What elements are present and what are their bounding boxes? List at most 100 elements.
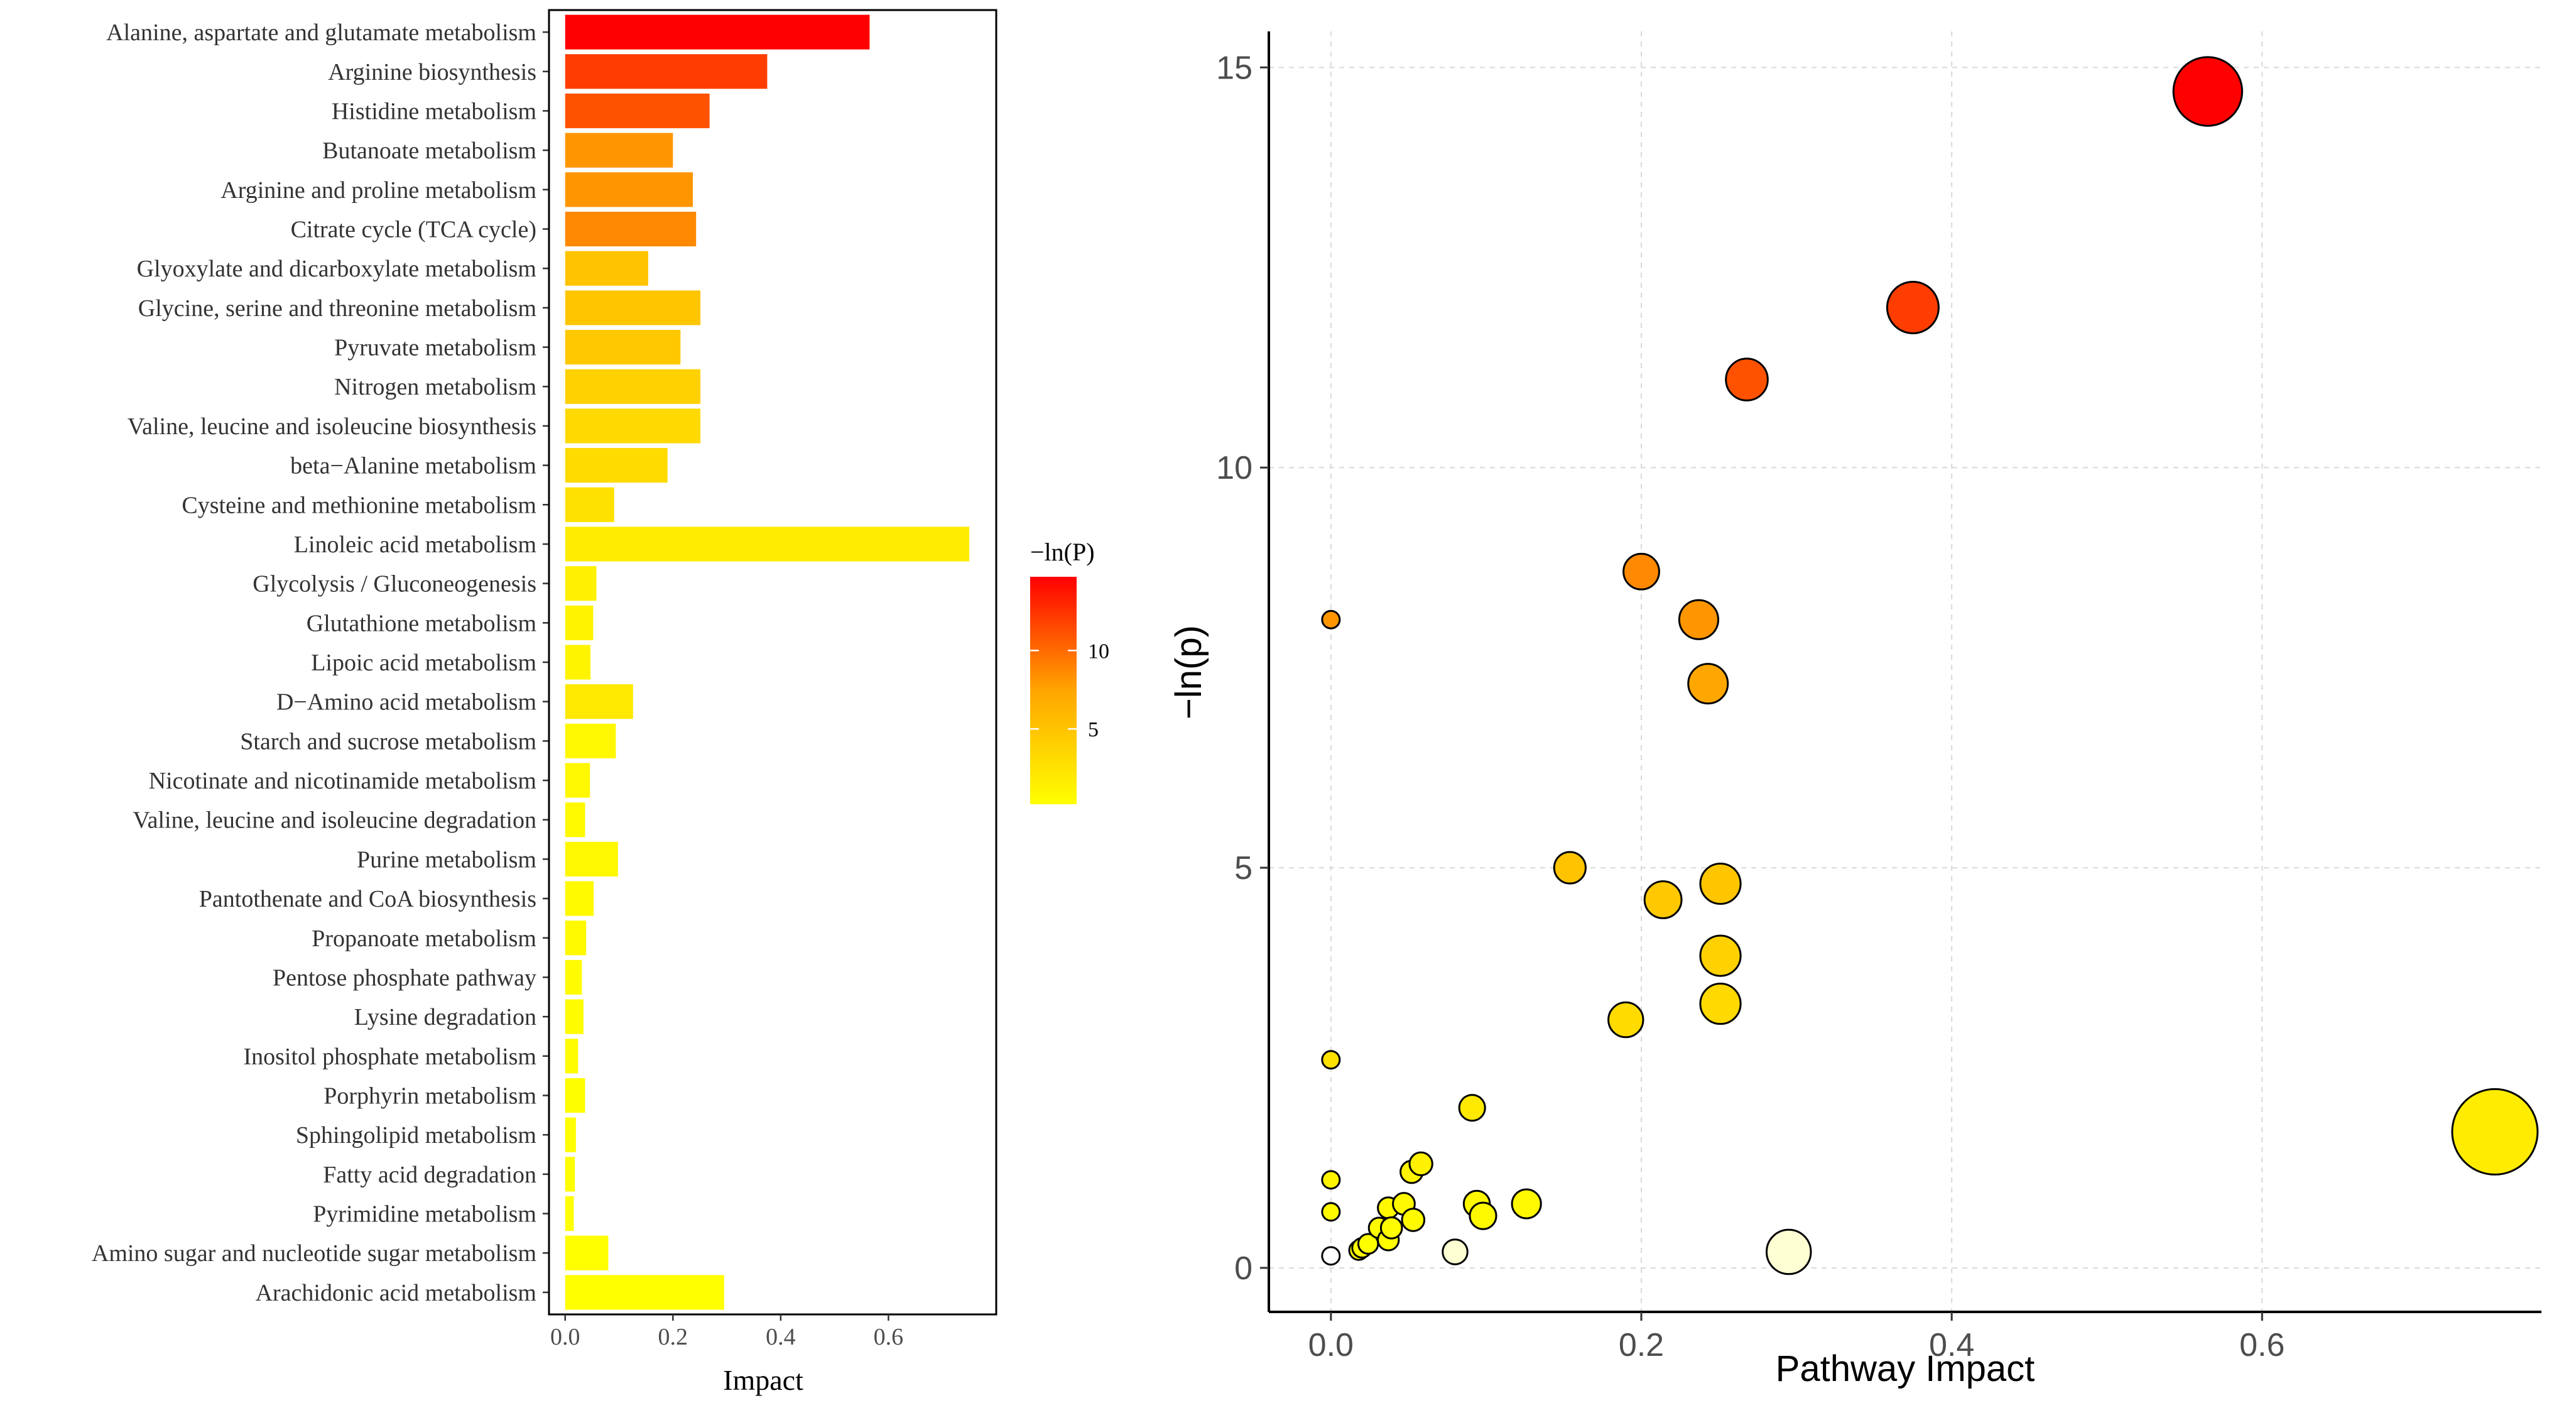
bar-category-label: Lysine degradation [354,1004,536,1030]
pathway-bubble [1401,1208,1426,1232]
bar [565,1078,585,1113]
bar-category-label: Glutathione metabolism [307,610,536,636]
pathway-bubble [1725,358,1769,401]
bar-category-label: Fatty acid degradation [323,1162,536,1188]
bar [565,841,618,876]
bar-category-label: Pantothenate and CoA biosynthesis [199,886,536,912]
impact-bar-chart: Alanine, aspartate and glutamate metabol… [92,9,997,1396]
color-legend: −ln(P) 5 10 [1030,538,1109,804]
bar-category-label: Glycine, serine and threonine metabolism [138,295,536,322]
bar-panel-border [548,9,997,1316]
bar [565,172,693,207]
bar-x-tick-label: 0.2 [658,1324,688,1350]
pathway-bubble [1321,609,1341,630]
scatter-y-axis-title: −ln(p) [1168,625,1209,719]
bar [565,1275,724,1310]
scatter-y-tick-label: 10 [1216,450,1253,486]
bar-category-label: Butanoate metabolism [322,138,536,164]
bar-category-label: Purine metabolism [357,846,536,873]
bar-category-label: Glyoxylate and dicarboxylate metabolism [137,256,536,282]
bar-category-label: Histidine metabolism [332,98,536,124]
bar [565,999,584,1034]
legend-colorbar [1030,577,1077,804]
scatter-x-tick-label: 0.0 [1308,1327,1354,1363]
bar [565,566,597,601]
pathway-bubble [1699,862,1742,905]
bar [565,1039,579,1074]
bar [565,645,591,680]
bar-x-axis-title: Impact [723,1364,803,1396]
pathway-bubble [2172,56,2243,127]
pathway-bubble [1321,1202,1341,1222]
bar [565,1196,574,1231]
bar [565,408,701,444]
bar-category-label: Nicotinate and nicotinamide metabolism [149,768,536,794]
pathway-bubble [1678,599,1719,640]
scatter-x-tick-label: 0.2 [1619,1327,1664,1363]
scatter-y-tick-label: 15 [1216,50,1253,86]
bar [565,684,633,719]
bar [565,487,614,522]
bar [565,448,668,483]
pathway-impact-scatter: 0.0 0.2 0.4 0.6 0 5 10 15 Pathway Impact −ln(p) [1168,31,2541,1389]
bar [565,93,710,129]
bar-category-label: Citrate cycle (TCA cycle) [291,217,536,243]
pathway-bubble [2451,1088,2539,1176]
bar [565,723,616,758]
bar-category-label: Valine, leucine and isoleucine degradati… [133,807,536,834]
pathway-bubble [1553,851,1587,885]
bar-x-tick-label: 0.6 [874,1324,904,1350]
scatter-x-tick-label: 0.6 [2239,1327,2285,1363]
bar [565,763,590,798]
pathway-bubble [1321,1050,1341,1070]
scatter-x-axis-title: Pathway Impact [1776,1348,2035,1389]
bar-category-label: Amino sugar and nucleotide sugar metabol… [92,1240,536,1267]
bar-category-label: Lipoic acid metabolism [311,650,536,676]
pathway-bubble [1321,1170,1341,1190]
pathway-bubble [1765,1228,1812,1275]
pathway-bubble [1458,1094,1486,1122]
legend-title: −ln(P) [1030,538,1095,566]
bar-category-label: Arginine biosynthesis [328,59,536,85]
bar-category-label: Linoleic acid metabolism [294,532,536,558]
bar [565,251,648,286]
bar [565,211,697,247]
legend-tick-label: 10 [1088,640,1109,663]
pathway-bubble [1886,280,1940,334]
bar [565,802,585,838]
bar [565,959,582,995]
bar-category-label: Glycolysis / Gluconeogenesis [253,571,536,598]
bar [565,329,681,365]
bar-x-tick-label: 0.4 [766,1324,796,1350]
pathway-bubble [1442,1238,1469,1265]
bar-category-label: Inositol phosphate metabolism [243,1044,536,1070]
pathway-bubble [1379,1216,1403,1240]
bar-category-label: Starch and sucrose metabolism [240,728,536,755]
bar-category-label: D−Amino acid metabolism [276,689,536,716]
legend-tick-label: 5 [1088,718,1099,741]
bar [565,527,970,562]
bar [565,605,594,640]
bar [565,1235,609,1270]
bar-category-label: Pyrimidine metabolism [313,1201,536,1228]
scatter-x-tick-label: 0.4 [1929,1327,1974,1363]
bar-category-label: Arginine and proline metabolism [220,177,536,204]
bar [565,920,587,956]
bar-category-label: Valine, leucine and isoleucine biosynthe… [128,413,536,440]
bar-category-label: Propanoate metabolism [312,925,536,952]
bar-category-label: Arachidonic acid metabolism [256,1280,536,1306]
bar [565,369,701,404]
bar [565,14,870,50]
pathway-bubble [1699,983,1742,1025]
bar-category-label: Pentose phosphate pathway [273,964,536,991]
scatter-y-tick-label: 0 [1234,1250,1253,1287]
scatter-y-tick-label: 5 [1234,850,1253,887]
bar-category-label: Porphyrin metabolism [323,1083,536,1109]
pathway-bubble [1321,1246,1341,1266]
pathway-bubble [1687,663,1729,705]
bar-category-label: Cysteine and methionine metabolism [182,492,536,518]
bar [565,290,701,325]
bar [565,54,768,89]
pathway-bubble [1511,1188,1542,1220]
